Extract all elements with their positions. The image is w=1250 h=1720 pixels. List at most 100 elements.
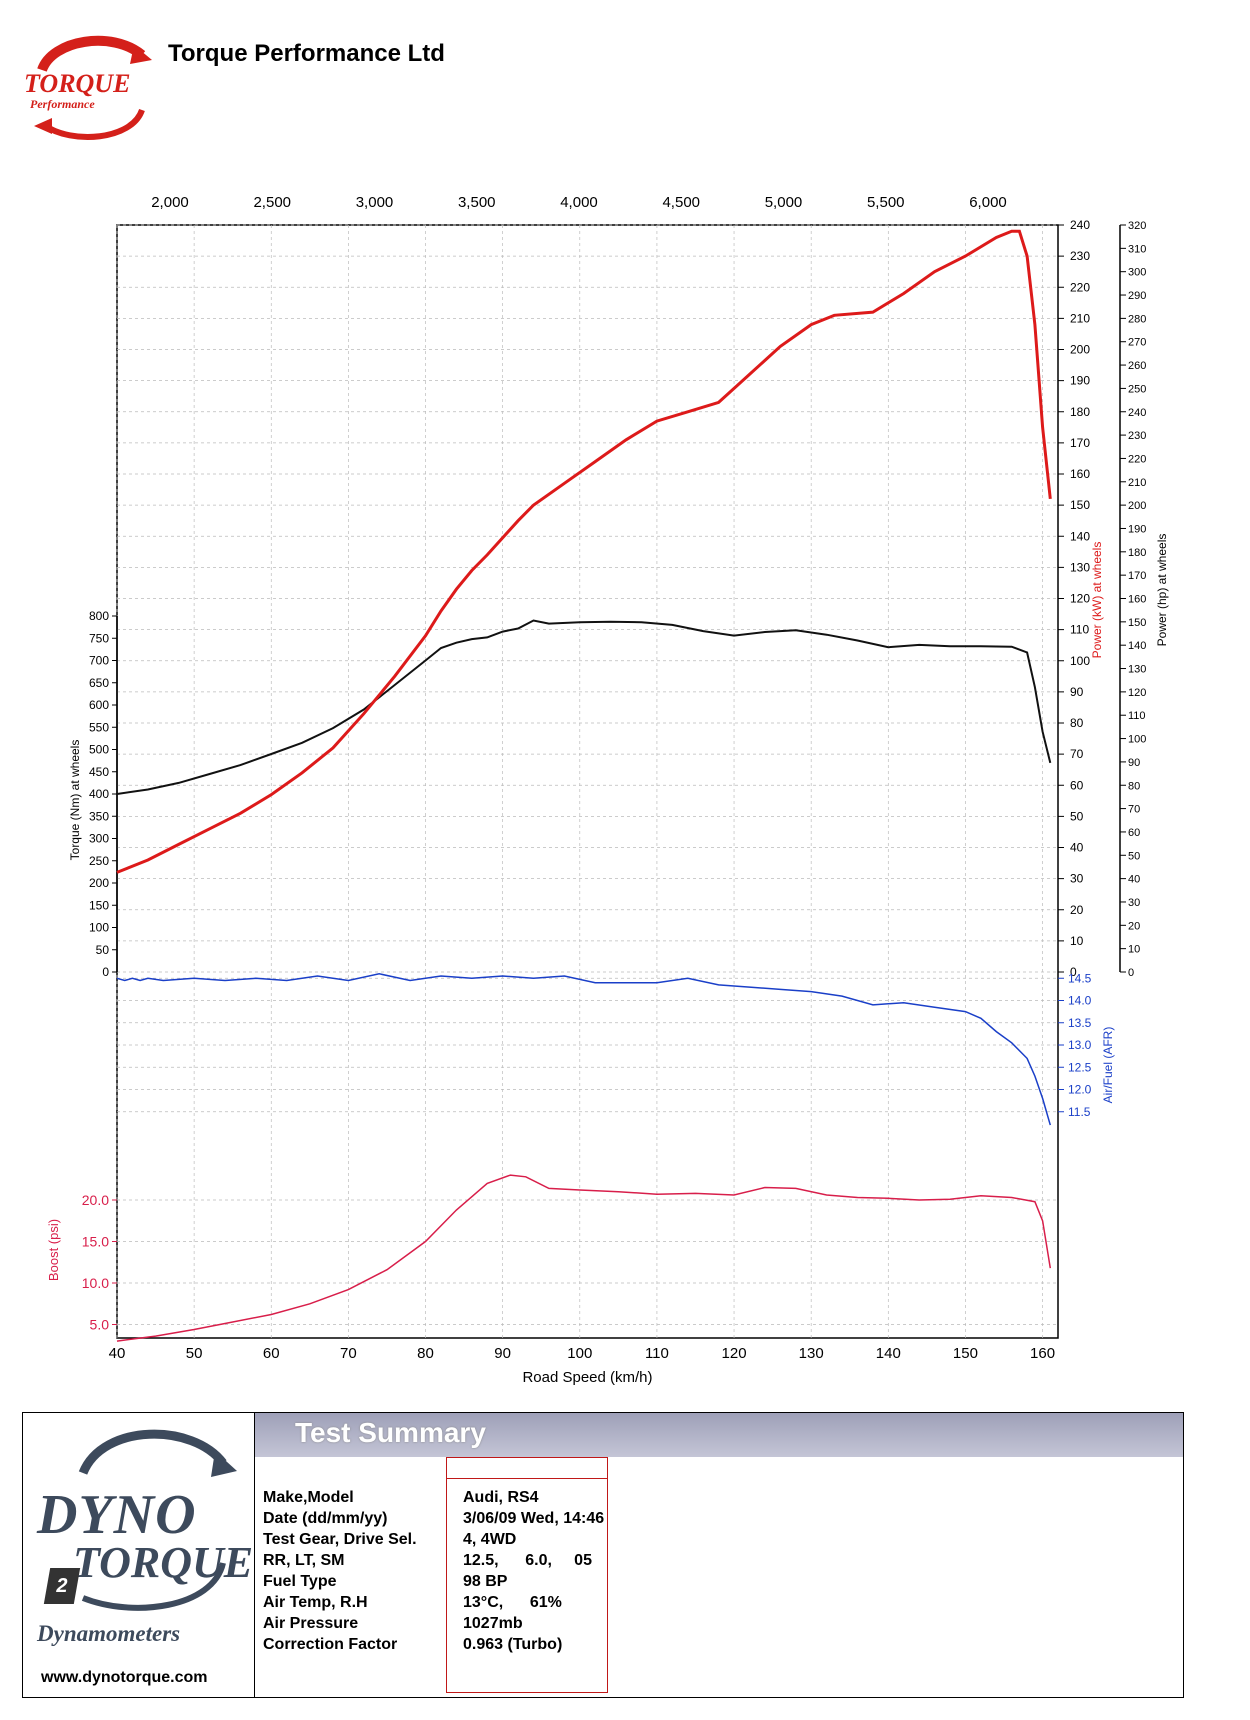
hp-tick-label: 190 — [1128, 523, 1146, 535]
kw-tick-label: 30 — [1070, 872, 1084, 886]
kw-tick-label: 170 — [1070, 436, 1090, 450]
hp-tick-label: 230 — [1128, 430, 1146, 442]
kw-tick-label: 140 — [1070, 529, 1090, 543]
summary-label: Correction Factor — [263, 1636, 398, 1653]
summary-label: Test Gear, Drive Sel. — [263, 1531, 417, 1548]
rpm-tick-label: 3,500 — [458, 194, 496, 211]
kw-tick-label: 110 — [1070, 623, 1089, 637]
boost-axis-title: Boost (psi) — [46, 1219, 61, 1281]
hp-tick-label: 60 — [1128, 827, 1140, 839]
summary-value: 98 BP — [463, 1573, 508, 1590]
kw-axis-title: Power (kW) at wheels — [1090, 542, 1104, 659]
rpm-tick-label: 2,500 — [253, 194, 291, 211]
torque-tick-label: 0 — [102, 965, 109, 979]
kw-tick-label: 200 — [1070, 343, 1090, 357]
x-tick-label: 100 — [567, 1345, 592, 1362]
dyno-chart: 2,000 2,500 3,000 3,500 4,000 4,500 5,000 5,500… — [46, 194, 1169, 1386]
torque-tick-label: 650 — [89, 676, 109, 690]
hp-tick-label: 170 — [1128, 570, 1146, 582]
kw-tick-label: 60 — [1070, 778, 1084, 792]
hp-tick-label: 120 — [1128, 687, 1146, 699]
summary-value: 12.5, 6.0, 05 — [463, 1552, 592, 1569]
torque-performance-logo: TORQUE Performance — [22, 30, 172, 150]
plot-frame — [116, 224, 1059, 1339]
kw-tick-label: 120 — [1070, 592, 1090, 606]
series-power — [116, 229, 1052, 874]
x-tick-label: 80 — [417, 1345, 434, 1362]
rpm-tick-label: 4,000 — [560, 194, 598, 211]
afr-tick-label: 14.5 — [1068, 971, 1092, 985]
hp-tick-label: 220 — [1128, 453, 1146, 465]
kw-tick-label: 210 — [1070, 311, 1090, 325]
kw-tick-label: 80 — [1070, 716, 1084, 730]
summary-value: Audi, RS4 — [463, 1489, 539, 1506]
dyno-brand-badge: 2 — [43, 1568, 81, 1604]
hp-tick-label: 10 — [1128, 944, 1140, 956]
rpm-tick-label: 4,500 — [662, 194, 700, 211]
summary-label: Fuel Type — [263, 1573, 337, 1590]
boost-tick-label: 10.0 — [82, 1275, 109, 1291]
hp-tick-label: 100 — [1128, 734, 1146, 746]
afr-tick-label: 14.0 — [1068, 994, 1092, 1008]
kw-tick-label: 100 — [1070, 654, 1090, 668]
hp-tick-label: 320 — [1128, 220, 1146, 232]
dyno-brand-sub: Dynamometers — [37, 1621, 181, 1646]
hp-tick-label: 70 — [1128, 804, 1140, 816]
hp-tick-label: 80 — [1128, 780, 1140, 792]
hp-tick-label: 260 — [1128, 360, 1146, 372]
summary-values: Audi, RS4 3/06/09 Wed, 14:46 4, 4WD 12.5… — [463, 1487, 604, 1655]
hp-tick-label: 40 — [1128, 874, 1140, 886]
torque-tick-label: 400 — [89, 787, 109, 801]
torque-tick-label: 800 — [89, 609, 109, 623]
summary-title: Test Summary — [295, 1417, 486, 1448]
hp-tick-label: 280 — [1128, 313, 1146, 325]
hp-tick-label: 150 — [1128, 617, 1146, 629]
torque-axis-title: Torque (Nm) at wheels — [68, 740, 82, 861]
hp-tick-label: 240 — [1128, 407, 1146, 419]
kw-tick-label: 50 — [1070, 809, 1084, 823]
rpm-tick-label: 3,000 — [356, 194, 394, 211]
dyno-brand-line2: TORQUE — [73, 1538, 254, 1587]
series-afr — [116, 973, 1052, 1126]
summary-value: 3/06/09 Wed, 14:46 — [463, 1510, 605, 1527]
afr-tick-label: 13.5 — [1068, 1016, 1092, 1030]
x-tick-label: 40 — [109, 1345, 126, 1362]
x-tick-label: 150 — [953, 1345, 978, 1362]
torque-tick-label: 350 — [89, 809, 109, 823]
torque-tick-label: 150 — [89, 898, 109, 912]
summary-value: 4, 4WD — [463, 1531, 517, 1548]
value-box — [446, 1457, 608, 1693]
summary-labels: Make,Model Date (dd/mm/yy) Test Gear, Dr… — [263, 1487, 417, 1655]
afr-axis-title: Air/Fuel (AFR) — [1101, 1027, 1115, 1104]
hp-tick-label: 140 — [1128, 640, 1146, 652]
x-tick-label: 50 — [186, 1345, 203, 1362]
hp-tick-label: 0 — [1128, 967, 1134, 979]
boost-tick-label: 5.0 — [90, 1317, 110, 1333]
hp-tick-label: 250 — [1128, 383, 1146, 395]
x-tick-label: 140 — [876, 1345, 901, 1362]
hp-tick-label: 180 — [1128, 547, 1146, 559]
afr-tick-label: 13.0 — [1068, 1038, 1092, 1052]
hp-tick-label: 50 — [1128, 850, 1140, 862]
logo-text-main: TORQUE — [24, 69, 130, 98]
hp-tick-label: 300 — [1128, 267, 1146, 279]
summary-value: 1027mb — [463, 1615, 523, 1632]
hp-tick-label: 310 — [1128, 243, 1146, 255]
hp-axis-title: Power (hp) at wheels — [1155, 534, 1169, 647]
hp-tick-label: 90 — [1128, 757, 1140, 769]
hp-tick-label: 20 — [1128, 920, 1140, 932]
summary-header: Test Summary — [255, 1413, 1183, 1457]
torque-tick-label: 550 — [89, 720, 109, 734]
x-tick-label: 160 — [1030, 1345, 1055, 1362]
dyno-brand-line1: DYNO — [37, 1484, 197, 1546]
kw-tick-label: 160 — [1070, 467, 1090, 481]
hp-tick-label: 160 — [1128, 594, 1146, 606]
x-tick-label: 130 — [799, 1345, 824, 1362]
rpm-tick-label: 6,000 — [969, 194, 1007, 211]
kw-tick-label: 20 — [1070, 903, 1084, 917]
torque-tick-label: 200 — [89, 876, 109, 890]
boost-tick-label: 20.0 — [82, 1192, 109, 1208]
logo-text-sub: Performance — [30, 97, 95, 111]
kw-tick-label: 220 — [1070, 280, 1090, 294]
torque-tick-label: 700 — [89, 654, 109, 668]
